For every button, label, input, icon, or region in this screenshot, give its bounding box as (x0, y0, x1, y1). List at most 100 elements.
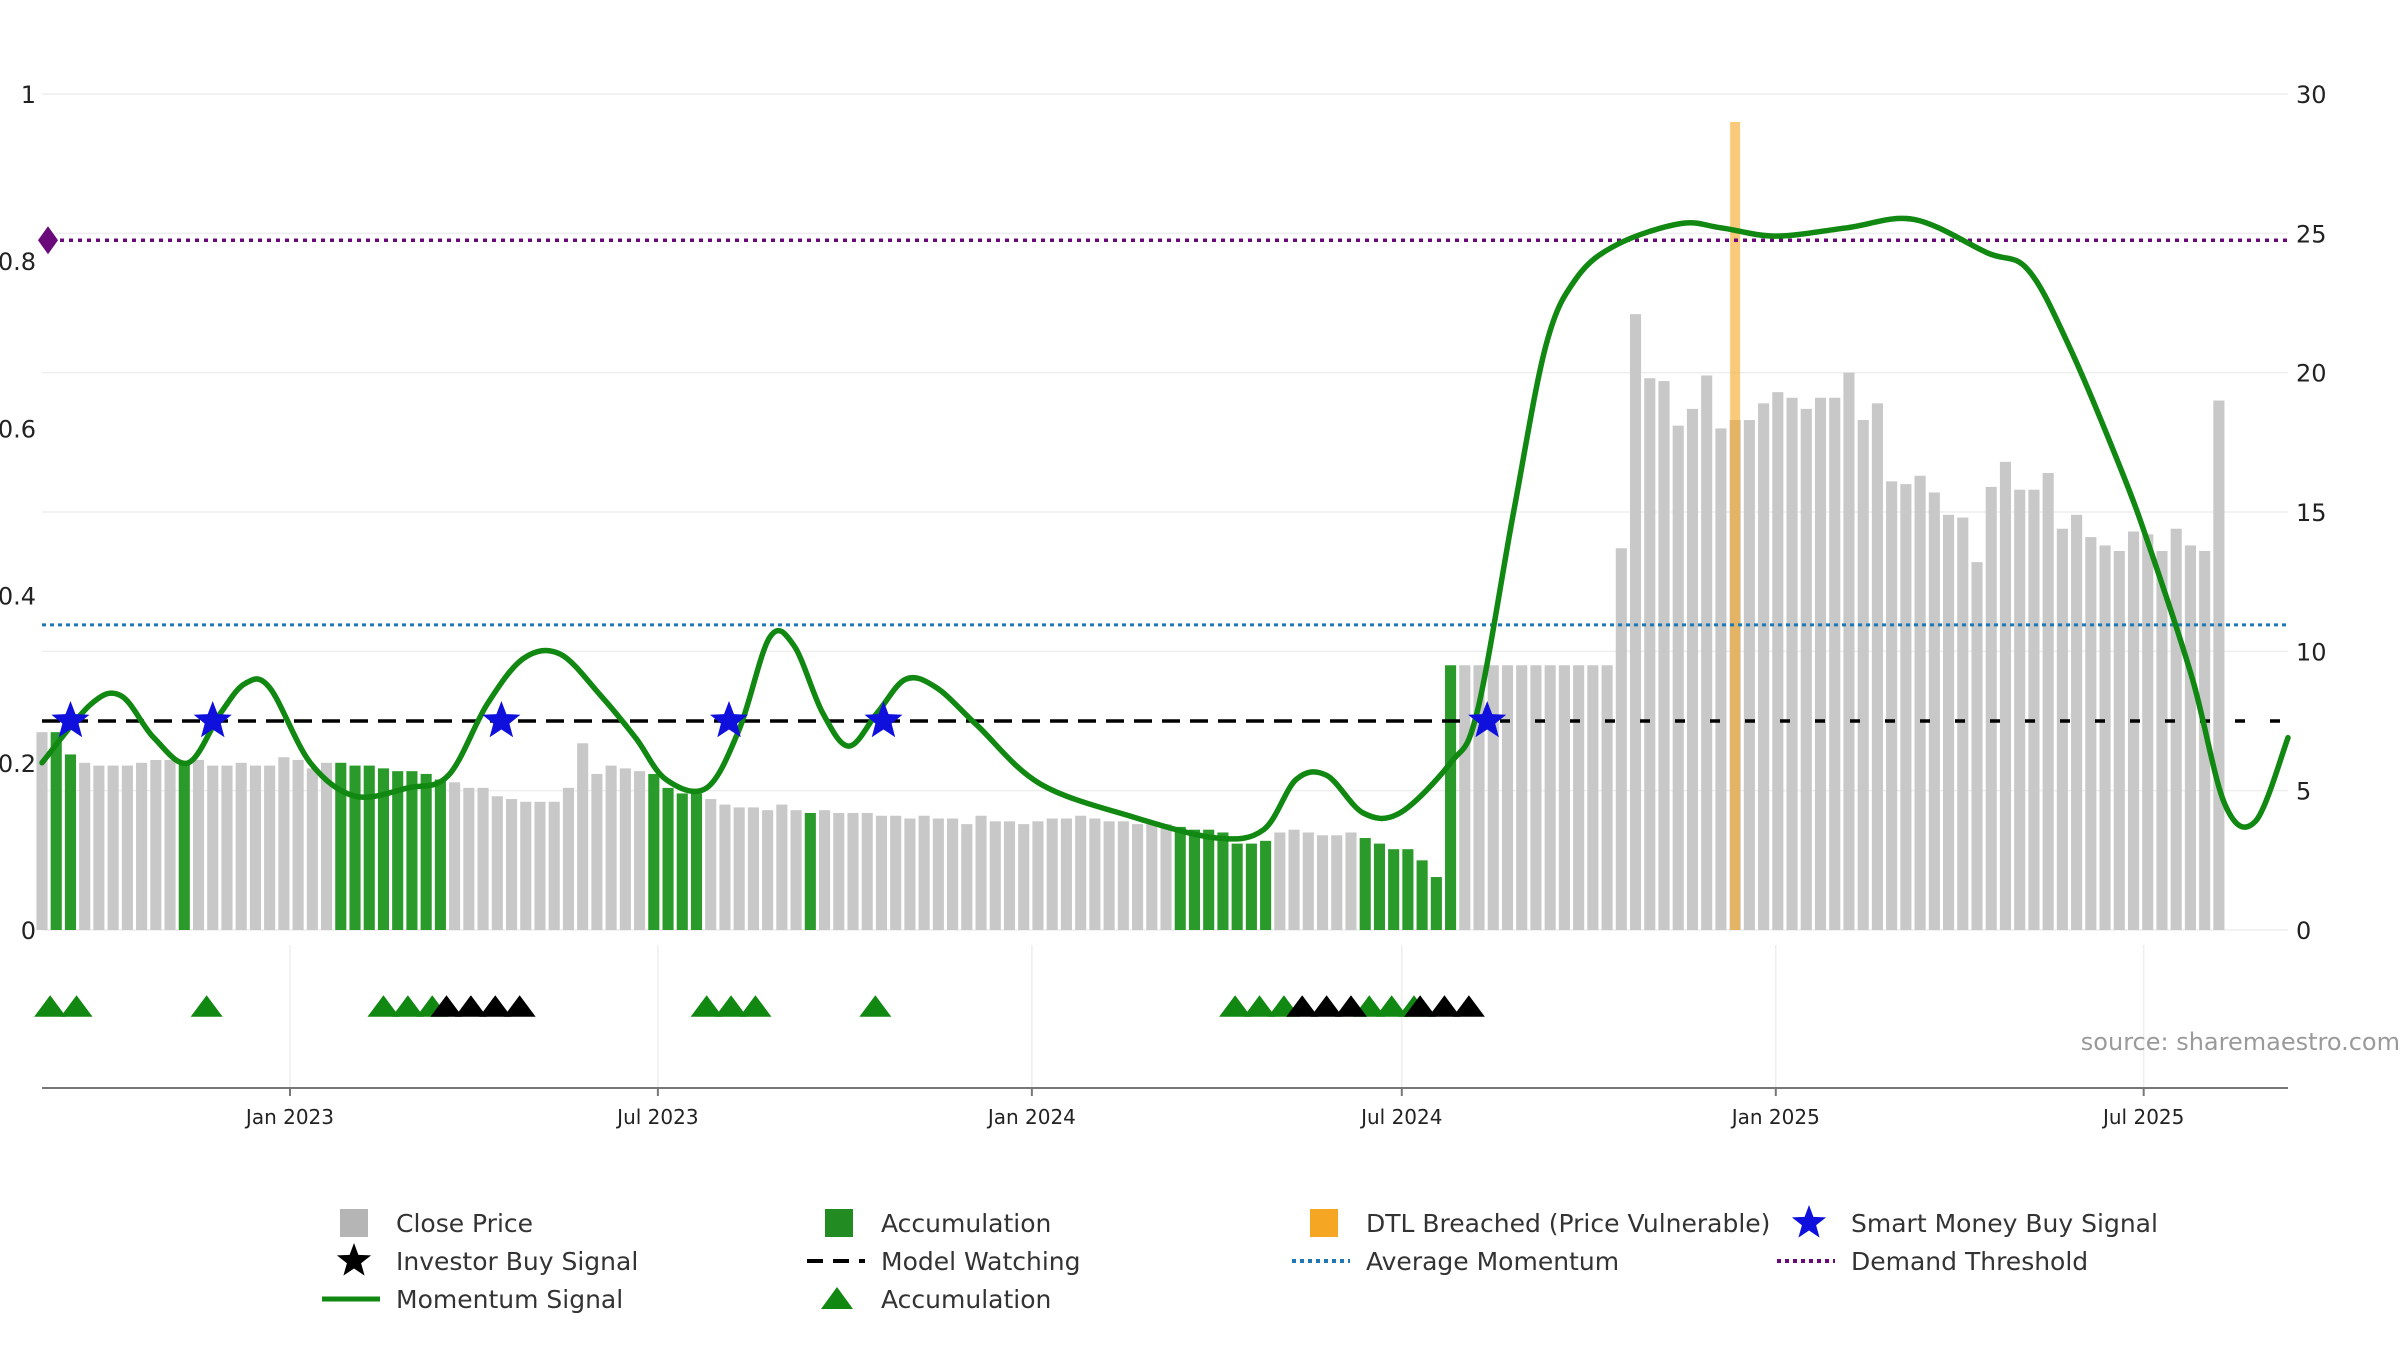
accumulation-bar (50, 732, 62, 930)
accumulation-triangle-icon (715, 995, 748, 1017)
close-price-bar (1814, 397, 1827, 930)
close-price-bar (278, 757, 290, 930)
close-price-bar (1629, 314, 1642, 930)
legend-swatch-close-price (340, 1209, 368, 1237)
momentum-signal-group (39, 215, 2291, 842)
accumulation-bar (690, 793, 703, 930)
close-price-bar (790, 810, 802, 930)
accumulation-triangle-icon (739, 995, 772, 1017)
close-price-bar (463, 787, 475, 930)
close-price-bar (264, 765, 276, 930)
close-price-bar (975, 815, 987, 930)
close-price-bar (2085, 537, 2097, 930)
right-y-tick-label: 10 (2296, 638, 2327, 666)
close-price-bar (491, 796, 503, 930)
close-price-bar (1544, 665, 1556, 930)
close-price-bar (1530, 665, 1542, 930)
close-price-bar (2142, 534, 2154, 930)
accumulation-bar (662, 787, 674, 930)
legend-label: Average Momentum (1366, 1246, 1620, 1276)
legend-swatch-accumulation (825, 1209, 853, 1237)
close-price-bar (1331, 835, 1343, 930)
legend-swatch-smart-money-star-icon (1791, 1205, 1827, 1238)
close-price-bar (1316, 835, 1329, 930)
accumulation-bar (335, 762, 347, 930)
legend-item: Accumulation (805, 1281, 1051, 1317)
close-price-bar (2014, 489, 2026, 930)
legend-item: Demand Threshold (1775, 1243, 2088, 1279)
accumulation-bar (1231, 843, 1243, 930)
accumulation-triangle-icon (60, 995, 93, 1017)
legend-item: Accumulation (805, 1205, 1051, 1241)
close-price-bar (2071, 514, 2083, 930)
close-price-bar (918, 815, 930, 930)
accumulation-triangle-icon (1243, 995, 1276, 1017)
close-price-bar (605, 765, 617, 930)
close-price-bar (2042, 472, 2054, 930)
close-price-bar (1117, 821, 1129, 930)
right-y-tick-label: 30 (2296, 81, 2327, 109)
close-price-bar (1857, 420, 1869, 930)
close-price-bar (1786, 397, 1798, 930)
close-price-bar (1985, 486, 1997, 930)
close-price-bar (747, 807, 759, 930)
close-price-bar (1658, 381, 1670, 930)
close-price-bar (249, 765, 261, 930)
accumulation-bar (377, 768, 390, 930)
close-price-bar (1615, 548, 1627, 930)
dtl-breached-bar (1730, 122, 1741, 930)
legend-item: Model Watching (805, 1243, 1081, 1279)
legend-label: Accumulation (881, 1284, 1052, 1314)
close-price-bar (591, 773, 603, 930)
close-price-bar (1928, 492, 1940, 930)
close-price-bar (2099, 545, 2111, 930)
close-price-bar (833, 812, 845, 930)
accumulation-bar (1373, 843, 1385, 930)
close-price-bar (1871, 403, 1883, 930)
close-price-bar (989, 821, 1001, 930)
close-price-bar (705, 799, 717, 930)
accumulation-bar (178, 762, 190, 930)
close-price-bar (2056, 528, 2068, 930)
right-y-tick-label: 20 (2296, 360, 2327, 388)
close-price-bar (150, 760, 162, 930)
close-price-bar (1957, 517, 1969, 930)
close-price-bar (534, 801, 546, 930)
close-price-bar (1060, 818, 1072, 930)
close-price-bar (776, 804, 788, 930)
axes: Jan 2023 Jul 2023 Jan 2024 Jul 2024 Jan 2025… (0, 81, 2327, 1129)
close-price-bar (2213, 400, 2225, 930)
close-price-bar (1971, 562, 1983, 930)
investor-buy-triangle-icon (1452, 995, 1485, 1017)
close-price-bar (235, 762, 247, 930)
close-price-bar (1473, 665, 1485, 930)
close-price-bar (818, 810, 831, 930)
close-price-bar (292, 760, 304, 930)
close-price-bar (1132, 824, 1144, 930)
close-price-bar (1146, 824, 1158, 930)
left-y-tick-label: 1 (21, 81, 36, 109)
smart-money-buy-signals (51, 701, 1507, 738)
investor-buy-triangle-icon (503, 995, 536, 1017)
close-price-bar (1032, 821, 1044, 930)
close-price-bar (2170, 528, 2182, 930)
legend-label: Close Price (396, 1208, 534, 1238)
accumulation-triangle-icon (190, 995, 223, 1017)
close-price-bar (1601, 665, 1613, 930)
close-price-bar (875, 815, 888, 930)
investor-buy-triangle-icon (1404, 995, 1437, 1017)
close-price-bar (477, 787, 489, 930)
legend-swatch-momentum-signal (322, 1296, 380, 1302)
dtl-breached-bar-group (1730, 122, 1741, 930)
accumulation-bar (1445, 665, 1457, 930)
x-tick-label: Jan 2024 (986, 1105, 1076, 1129)
legend-swatch-demand-threshold (1777, 1259, 1835, 1263)
accumulation-bar (1430, 877, 1442, 930)
legend-label: DTL Breached (Price Vulnerable) (1366, 1208, 1771, 1238)
legend-item: DTL Breached (Price Vulnerable) (1290, 1205, 1770, 1241)
investor-buy-triangle-icon (1310, 995, 1343, 1017)
close-price-bar (1772, 392, 1784, 930)
investor-buy-triangle-icon (430, 995, 463, 1017)
right-y-tick-label: 25 (2296, 220, 2327, 248)
accumulation-bar (1217, 832, 1229, 930)
